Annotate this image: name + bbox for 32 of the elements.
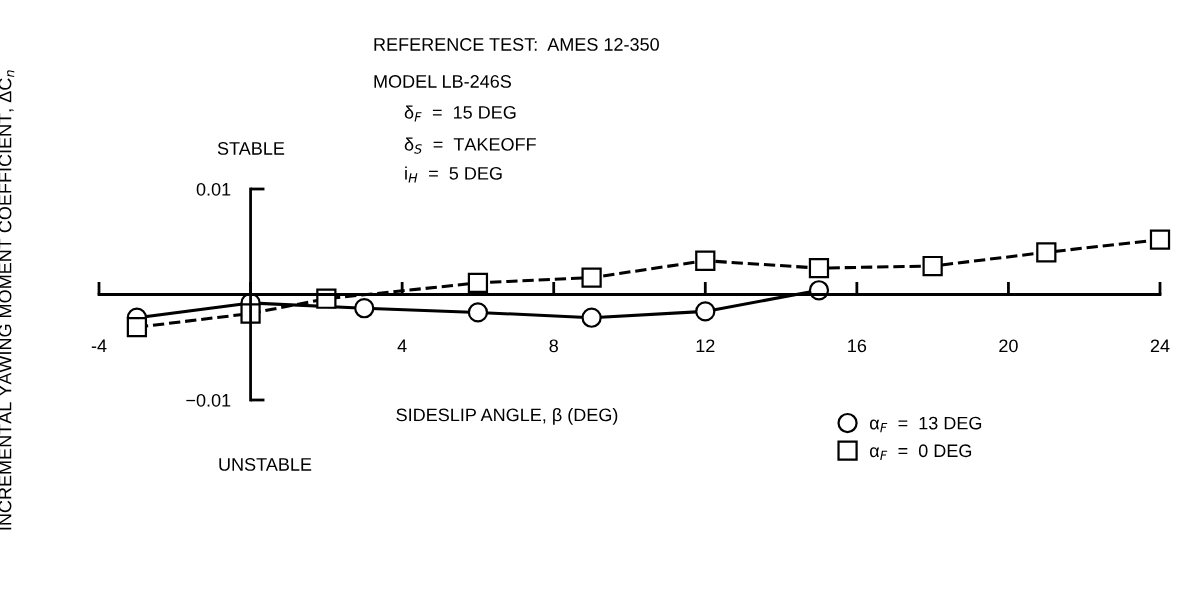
point (126, 317, 148, 338)
x-tick-label: 16 (848, 339, 867, 353)
x-tick-label: 24 (1150, 339, 1170, 353)
text: MODEL LB-246S (374, 75, 511, 88)
text: δ$_{F}$ = 15 DEG (404, 105, 516, 122)
point (581, 267, 602, 288)
text: STABLE (217, 142, 285, 155)
text: i$_{H}$ = 5 DEG (405, 166, 502, 183)
text: δ$_{S}$ = TAKEOFF (404, 137, 536, 154)
point (581, 307, 602, 328)
point (695, 301, 716, 322)
point (808, 257, 830, 279)
x-tick-label: 8 (549, 339, 558, 353)
x-tick-label: -4 (91, 339, 107, 353)
x-tick-label: 4 (397, 339, 407, 353)
point (467, 302, 489, 323)
text: REFERENCE TEST: AMES 12-350 (374, 38, 659, 51)
x-axis-title: SIDESLIP ANGLE, β (DEG) (396, 408, 618, 425)
point (354, 298, 375, 319)
point (922, 255, 943, 277)
y-tick-label: −0.01 (186, 393, 231, 407)
legend-label: α$_{F}$ = 0 DEG (869, 444, 972, 460)
x-tick-label: 12 (696, 339, 715, 353)
legend-label: α$_{F}$ = 13 DEG (869, 416, 982, 433)
y-tick-label: 0.01 (196, 182, 231, 196)
x-tick-label: 20 (999, 339, 1018, 353)
point (695, 250, 716, 271)
point (1036, 242, 1057, 263)
text: UNSTABLE (219, 458, 312, 471)
point (467, 272, 489, 294)
point (1149, 229, 1171, 250)
point (240, 303, 261, 324)
